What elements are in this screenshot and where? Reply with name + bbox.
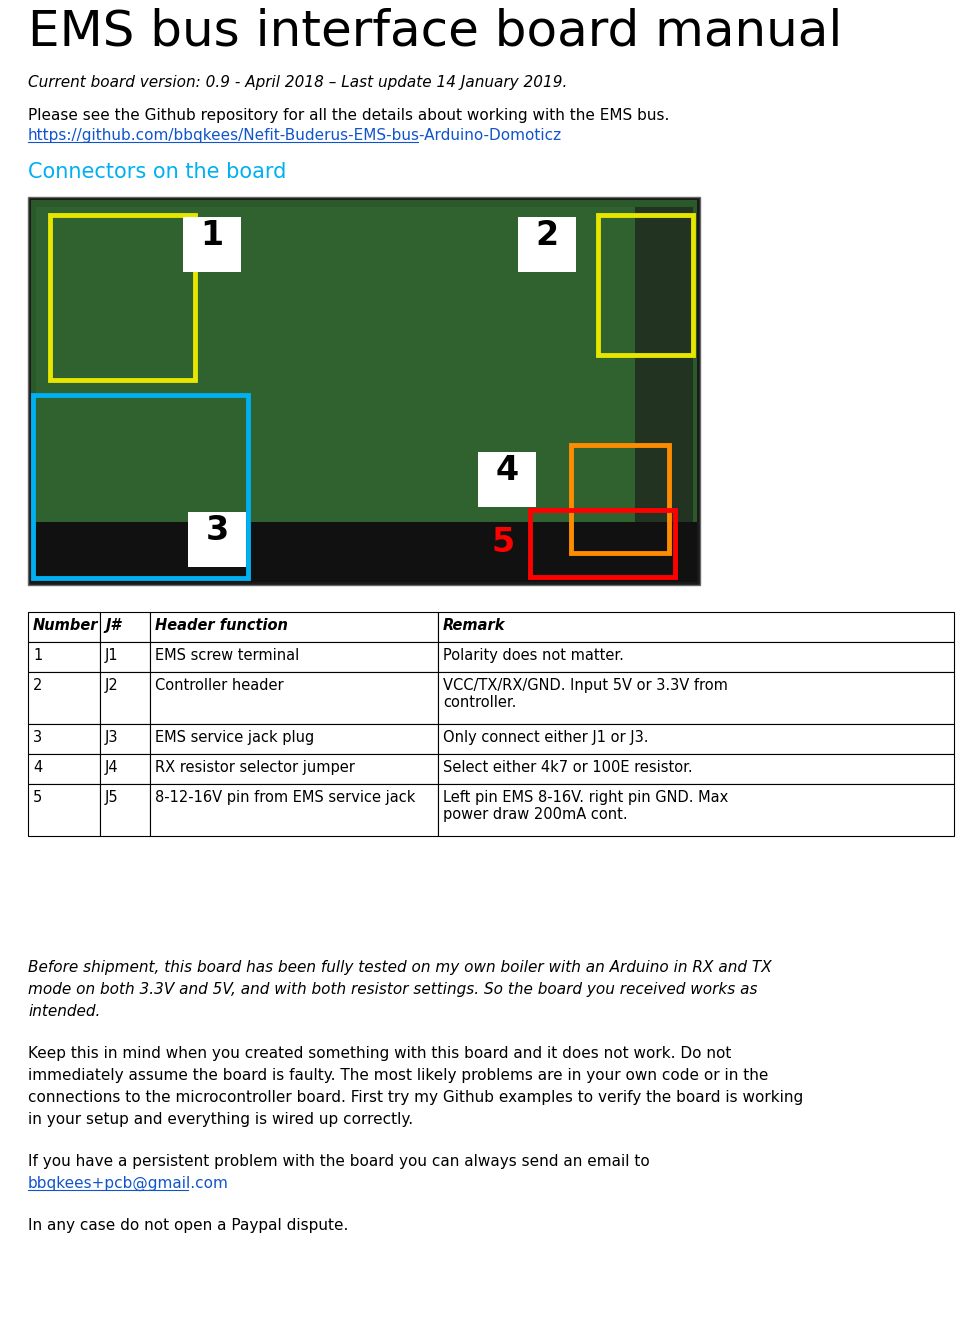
Text: 2: 2 xyxy=(535,219,558,251)
Bar xyxy=(28,612,100,642)
Bar xyxy=(438,754,954,783)
Bar xyxy=(28,754,100,783)
Text: Remark: Remark xyxy=(443,618,506,632)
Bar xyxy=(150,725,438,754)
Bar xyxy=(571,445,669,554)
Bar xyxy=(188,512,246,567)
Bar xyxy=(150,673,438,725)
Text: 3: 3 xyxy=(33,730,42,745)
Text: 1: 1 xyxy=(33,648,42,663)
Text: 4: 4 xyxy=(495,455,518,487)
Bar xyxy=(598,215,693,356)
Bar xyxy=(50,215,195,380)
Bar xyxy=(33,394,248,578)
Bar xyxy=(150,612,438,642)
Bar xyxy=(100,725,150,754)
Text: Only connect either J1 or J3.: Only connect either J1 or J3. xyxy=(443,730,648,745)
Bar xyxy=(438,783,954,836)
Text: Polarity does not matter.: Polarity does not matter. xyxy=(443,648,624,663)
Bar xyxy=(530,509,675,578)
Text: Select either 4k7 or 100E resistor.: Select either 4k7 or 100E resistor. xyxy=(443,759,693,775)
Bar xyxy=(438,612,954,642)
Text: J1: J1 xyxy=(105,648,119,663)
Text: https://github.com/bbqkees/Nefit-Buderus-EMS-bus-Arduino-Domoticz: https://github.com/bbqkees/Nefit-Buderus… xyxy=(28,128,562,143)
Bar xyxy=(635,207,693,575)
Text: EMS bus interface board manual: EMS bus interface board manual xyxy=(28,8,842,56)
Bar xyxy=(478,452,536,507)
Text: J4: J4 xyxy=(105,759,119,775)
Text: Before shipment, this board has been fully tested on my own boiler with an Ardui: Before shipment, this board has been ful… xyxy=(28,960,771,975)
Bar xyxy=(36,207,638,575)
Bar xyxy=(100,612,150,642)
Text: Connectors on the board: Connectors on the board xyxy=(28,162,287,182)
Text: 3: 3 xyxy=(206,513,228,547)
Bar xyxy=(438,642,954,673)
Text: In any case do not open a Paypal dispute.: In any case do not open a Paypal dispute… xyxy=(28,1218,348,1233)
Text: Current board version: 0.9 - April 2018 – Last update 14 January 2019.: Current board version: 0.9 - April 2018 … xyxy=(28,75,567,90)
Text: RX resistor selector jumper: RX resistor selector jumper xyxy=(155,759,355,775)
Text: 5: 5 xyxy=(491,525,514,559)
Bar xyxy=(150,754,438,783)
Text: J5: J5 xyxy=(105,790,119,805)
Text: connections to the microcontroller board. First try my Github examples to verify: connections to the microcontroller board… xyxy=(28,1090,803,1104)
Bar xyxy=(150,642,438,673)
Bar xyxy=(481,524,525,570)
Text: 4: 4 xyxy=(33,759,42,775)
Bar xyxy=(150,783,438,836)
Bar xyxy=(183,217,241,271)
Text: J3: J3 xyxy=(105,730,119,745)
Text: Keep this in mind when you created something with this board and it does not wor: Keep this in mind when you created somet… xyxy=(28,1046,731,1062)
Text: VCC/TX/RX/GND. Input 5V or 3.3V from: VCC/TX/RX/GND. Input 5V or 3.3V from xyxy=(443,678,728,693)
Text: immediately assume the board is faulty. The most likely problems are in your own: immediately assume the board is faulty. … xyxy=(28,1068,769,1083)
Bar xyxy=(438,673,954,725)
Text: bbqkees+pcb@gmail.com: bbqkees+pcb@gmail.com xyxy=(28,1177,228,1191)
Text: 1: 1 xyxy=(201,219,224,251)
Bar xyxy=(518,217,576,271)
Text: Please see the Github repository for all the details about working with the EMS : Please see the Github repository for all… xyxy=(28,108,669,123)
Bar xyxy=(28,642,100,673)
Bar xyxy=(28,197,700,586)
Text: If you have a persistent problem with the board you can always send an email to: If you have a persistent problem with th… xyxy=(28,1154,650,1169)
Text: mode on both 3.3V and 5V, and with both resistor settings. So the board you rece: mode on both 3.3V and 5V, and with both … xyxy=(28,981,757,997)
Bar xyxy=(438,725,954,754)
Bar xyxy=(100,783,150,836)
Text: 2: 2 xyxy=(33,678,42,693)
Bar xyxy=(100,642,150,673)
Text: Controller header: Controller header xyxy=(155,678,284,693)
Text: 5: 5 xyxy=(33,790,42,805)
Text: Number: Number xyxy=(33,618,98,632)
Text: Header function: Header function xyxy=(155,618,288,632)
Bar xyxy=(31,201,697,582)
Text: power draw 200mA cont.: power draw 200mA cont. xyxy=(443,808,628,822)
Text: J#: J# xyxy=(105,618,120,632)
Bar xyxy=(100,673,150,725)
Bar xyxy=(100,754,150,783)
Text: intended.: intended. xyxy=(28,1004,100,1019)
Bar xyxy=(31,521,697,582)
Text: controller.: controller. xyxy=(443,695,516,710)
Text: EMS screw terminal: EMS screw terminal xyxy=(155,648,299,663)
Text: EMS service jack plug: EMS service jack plug xyxy=(155,730,315,745)
Bar xyxy=(28,783,100,836)
Text: 8-12-16V pin from EMS service jack: 8-12-16V pin from EMS service jack xyxy=(155,790,415,805)
Bar xyxy=(28,673,100,725)
Text: in your setup and everything is wired up correctly.: in your setup and everything is wired up… xyxy=(28,1112,413,1127)
Bar xyxy=(28,725,100,754)
Text: Left pin EMS 8-16V. right pin GND. Max: Left pin EMS 8-16V. right pin GND. Max xyxy=(443,790,728,805)
Text: J2: J2 xyxy=(105,678,119,693)
